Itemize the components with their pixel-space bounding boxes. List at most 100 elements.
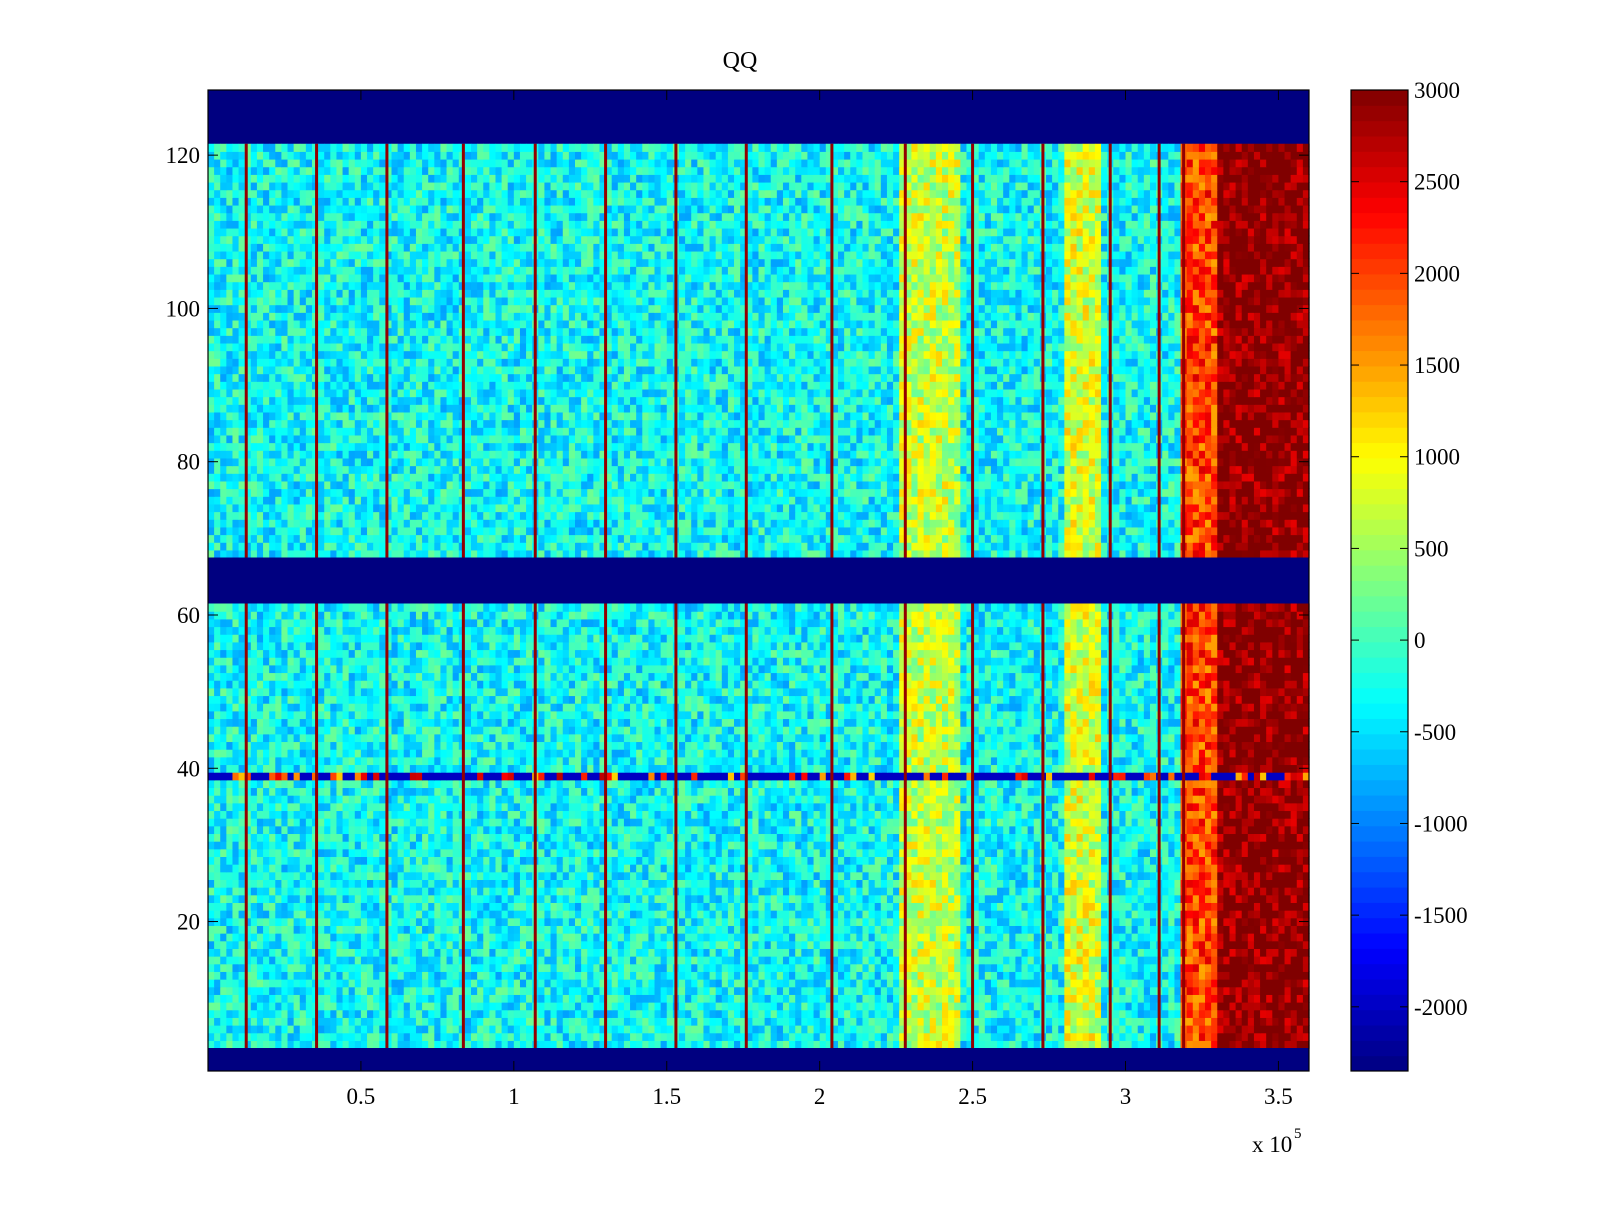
heatmap-cell [1015,994,1022,1002]
heatmap-cell [691,971,698,979]
heatmap-cell [893,1010,900,1018]
heatmap-cell [1285,1033,1292,1041]
heatmap-cell [734,1010,741,1018]
heatmap-cell [367,902,374,910]
heatmap-cell [936,971,943,979]
heatmap-cell [1003,1017,1010,1025]
heatmap-cell [752,864,759,872]
heatmap-cell [752,841,759,849]
heatmap-cell [434,971,441,979]
heatmap-cell [783,941,790,949]
heatmap-cell [398,879,405,887]
heatmap-cell [275,856,282,864]
heatmap-cell [1193,964,1200,972]
heatmap-cell [1260,902,1267,910]
heatmap-cell [954,948,961,956]
heatmap-cell [1089,856,1096,864]
heatmap-cell [275,902,282,910]
heatmap-cell [1242,918,1249,926]
heatmap-cell [324,987,331,995]
heatmap-cell [679,1040,686,1048]
heatmap-cell [979,964,986,972]
heatmap-cell [1119,910,1126,918]
heatmap-cell [710,1040,717,1048]
heatmap-cell [361,841,368,849]
heatmap-cell [367,1017,374,1025]
heatmap-cell [1095,933,1102,941]
heatmap-cell [557,956,564,964]
heatmap-cell [214,1033,221,1041]
heatmap-cell [991,941,998,949]
heatmap-cell [1095,887,1102,895]
heatmap-cell [1052,872,1059,880]
heatmap-cell [924,864,931,872]
heatmap-cell [1083,895,1090,903]
heatmap-cell [1101,979,1108,987]
plot-area: 0.5 1 1.5 2 2.5 3 3.5 20406080100120 x 10 5 [166,90,1310,1157]
heatmap-cell [465,864,472,872]
heatmap-cell [789,918,796,926]
heatmap-cell [795,879,802,887]
heatmap-cell [1101,1002,1108,1010]
heatmap-cell [630,1025,637,1033]
heatmap-cell [471,1002,478,1010]
heatmap-cell [697,902,704,910]
heatmap-cell [960,933,967,941]
heatmap-cell [1064,849,1071,857]
heatmap-cell [257,872,264,880]
heatmap-cell [575,887,582,895]
heatmap-cell [288,841,295,849]
heatmap-cell [1132,1040,1139,1048]
heatmap-cell [789,987,796,995]
heatmap-cell [526,1010,533,1018]
heatmap-cell [330,1010,337,1018]
heatmap-cell [416,864,423,872]
heatmap-cell [820,887,827,895]
heatmap-cell [349,1017,356,1025]
heatmap-cell [979,910,986,918]
heatmap-cell [1242,856,1249,864]
heatmap-cell [251,856,258,864]
heatmap-cell [1187,864,1194,872]
heatmap-cell [1217,1040,1224,1048]
heatmap-cell [685,887,692,895]
heatmap-cell [404,887,411,895]
heatmap-cell [330,895,337,903]
heatmap-cell [355,1025,362,1033]
heatmap-cell [924,971,931,979]
heatmap-cell [214,925,221,933]
heatmap-cell [471,979,478,987]
heatmap-cell [538,933,545,941]
heatmap-cell [330,849,337,857]
heatmap-cell [269,841,276,849]
heatmap-cell [404,941,411,949]
heatmap-cell [1028,987,1035,995]
heatmap-cell [703,1017,710,1025]
heatmap-cell [557,971,564,979]
heatmap-cell [875,925,882,933]
heatmap-cell [703,849,710,857]
chart-title: QQ [723,48,758,74]
heatmap-cell [918,902,925,910]
heatmap-cell [440,964,447,972]
heatmap-cell [489,1025,496,1033]
heatmap-cell [349,849,356,857]
heatmap-cell [795,987,802,995]
heatmap-cell [648,1025,655,1033]
heatmap-cell [1254,956,1261,964]
heatmap-cell [759,895,766,903]
heatmap-cell [655,979,662,987]
heatmap-cell [232,1033,239,1041]
heatmap-cell [551,895,558,903]
heatmap-cell [722,918,729,926]
heatmap-cell [502,841,509,849]
heatmap-cell [1144,872,1151,880]
heatmap-cell [336,864,343,872]
heatmap-cell [453,933,460,941]
heatmap-cell [428,887,435,895]
heatmap-cell [655,902,662,910]
heatmap-cell [1138,1002,1145,1010]
heatmap-cell [734,994,741,1002]
heatmap-cell [936,910,943,918]
heatmap-cell [379,979,386,987]
